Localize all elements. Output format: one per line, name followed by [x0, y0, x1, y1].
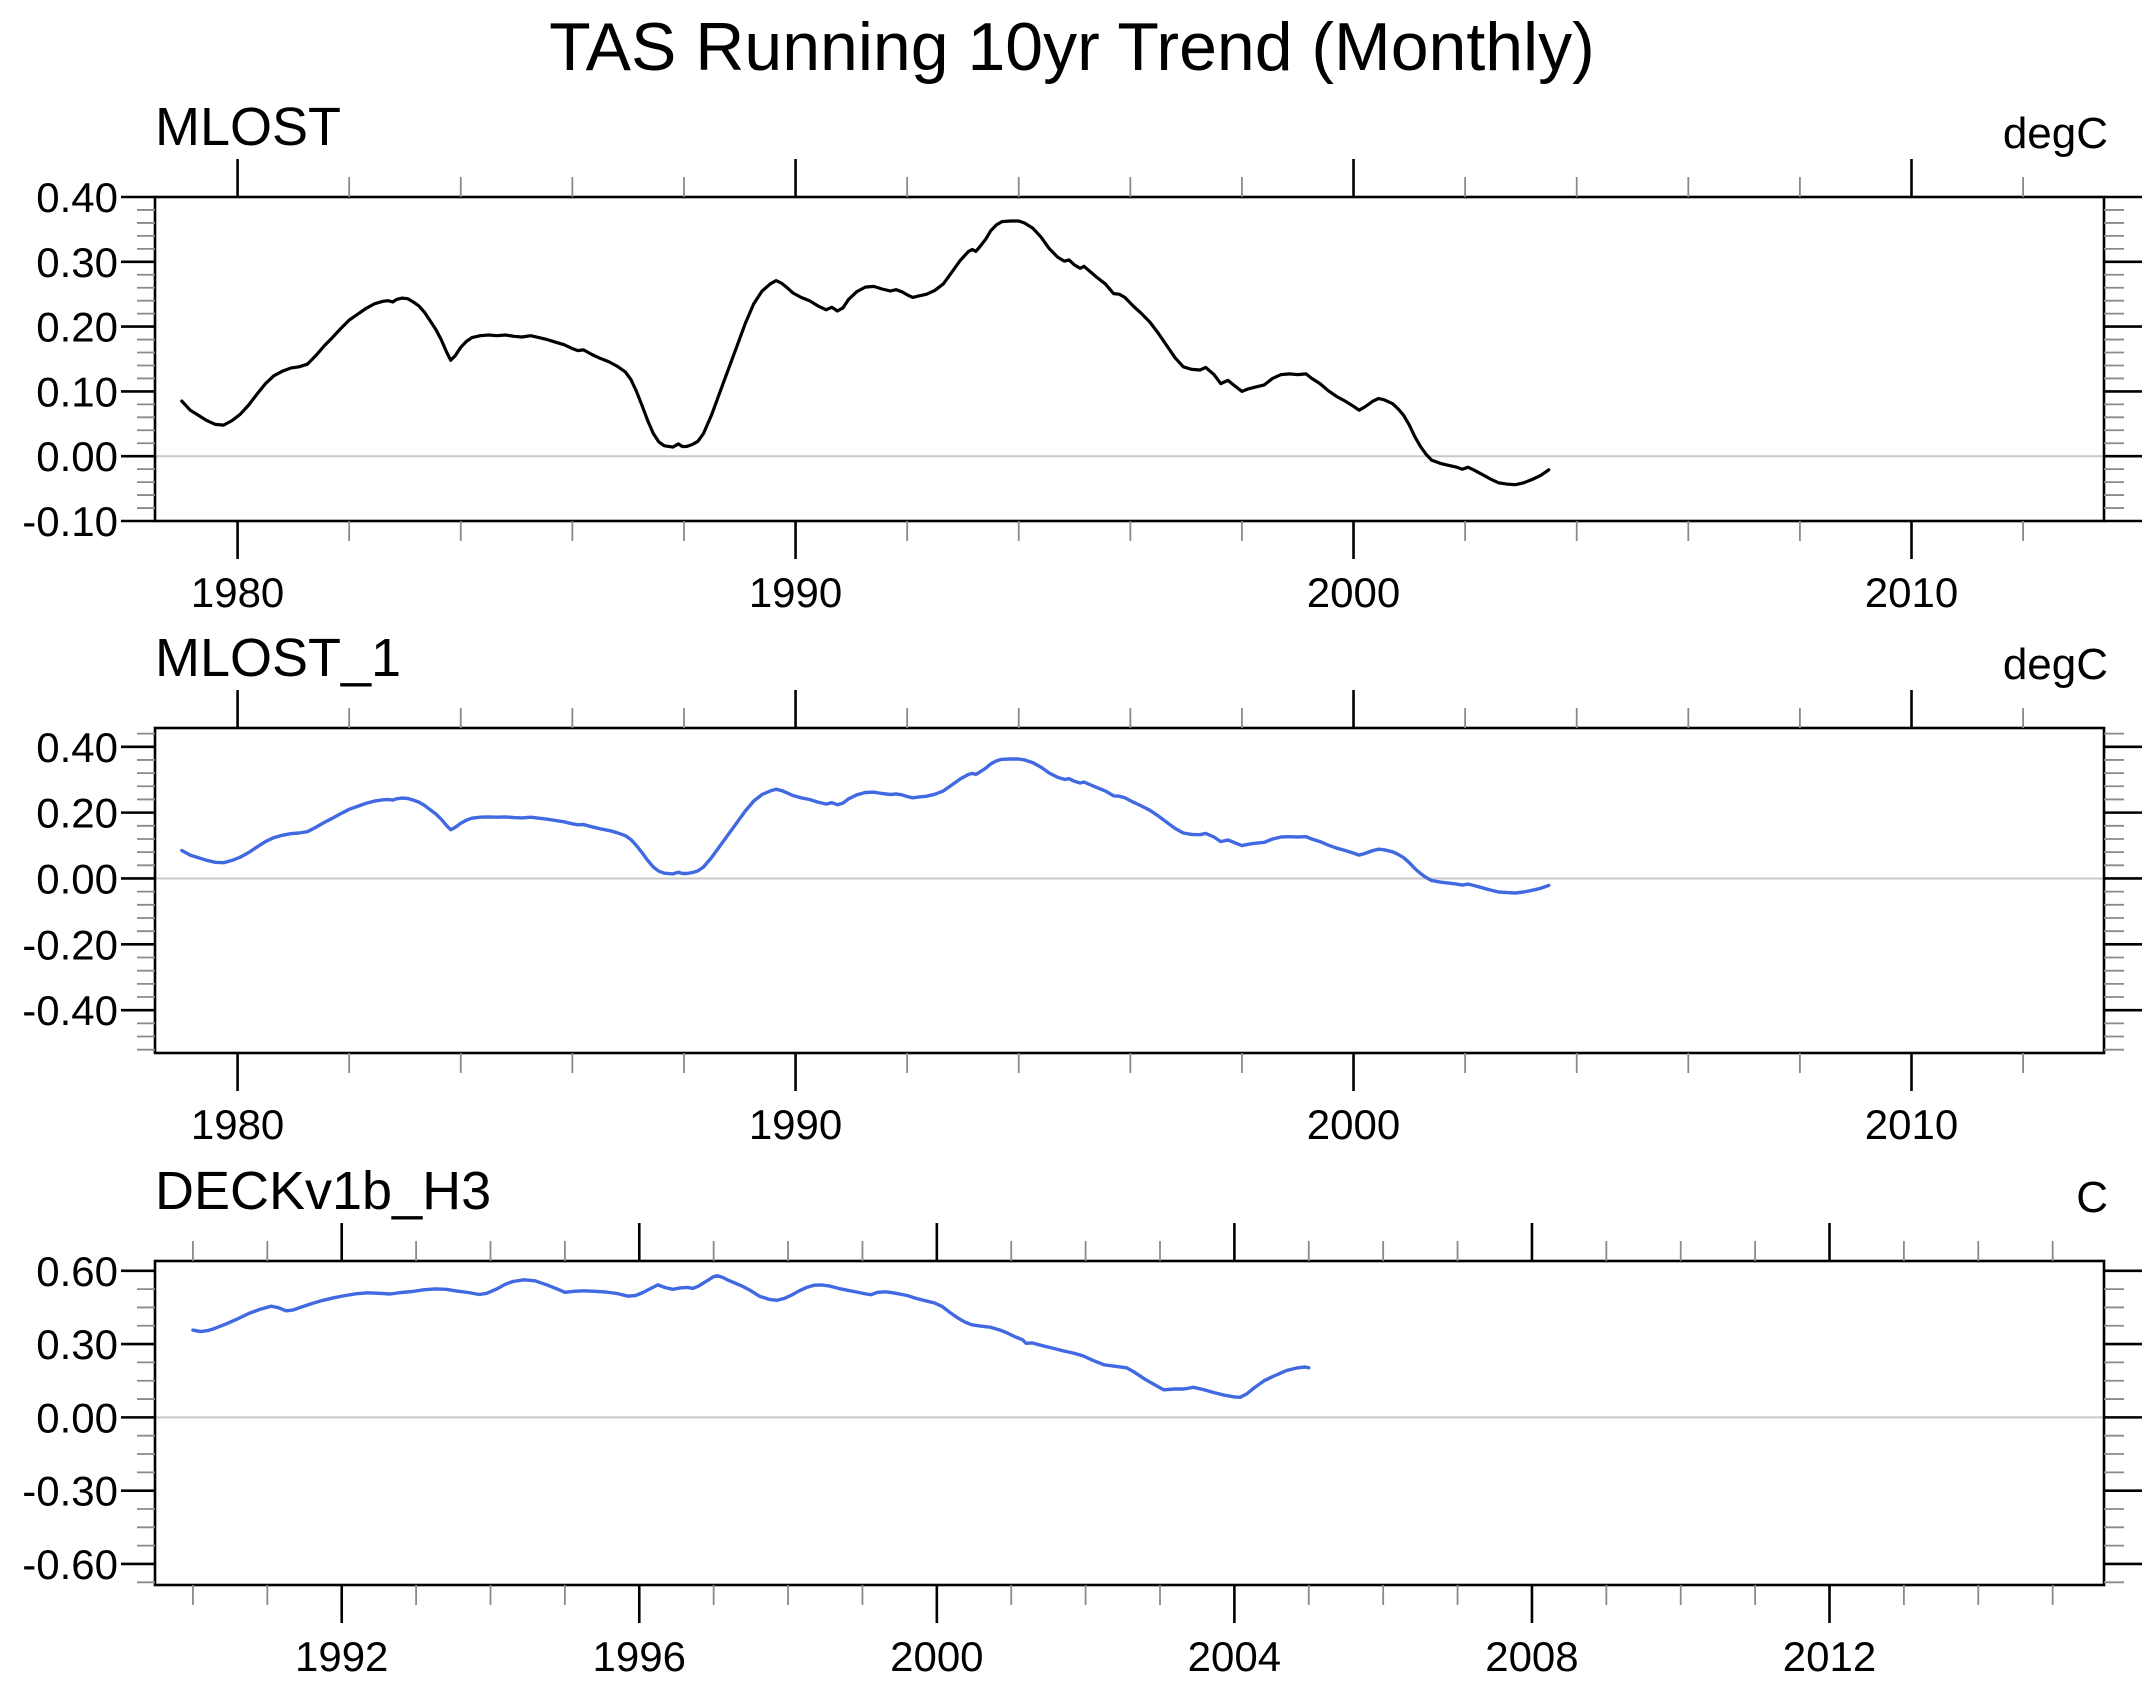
plot-frame: [153, 726, 2106, 1055]
panel-mlost_1: 1980 1990 2000 2010 0.40 0.20 0.00 -0.20 -0.40 ML…: [22, 628, 2142, 1148]
x-tick-label: 2012: [1783, 1633, 1876, 1680]
y-tick-label: -0.40: [22, 987, 118, 1034]
y-tick-label: -0.10: [22, 498, 118, 545]
y-tick-label: -0.60: [22, 1541, 118, 1588]
x-tick-label: 2000: [1307, 569, 1400, 616]
y-tick-label: 0.40: [36, 174, 118, 221]
y-tick-label: 0.60: [36, 1248, 118, 1295]
y-tick-label: 0.20: [36, 790, 118, 837]
x-tick-label: 2004: [1188, 1633, 1281, 1680]
x-tick-label: 2010: [1865, 1101, 1958, 1148]
mlost_1-series-line: [180, 757, 1551, 895]
x-tick-label: 2010: [1865, 569, 1958, 616]
panel-deckv1b_h3: 1992 1996 2000 2004 2008 2012 0.60 0.30 0.00 -0.3…: [22, 1161, 2142, 1680]
x-tick-label: 2008: [1485, 1633, 1578, 1680]
x-tick-label: 2000: [890, 1633, 983, 1680]
y-tick-label: 0.20: [36, 304, 118, 351]
y-tick-label: -0.20: [22, 921, 118, 968]
panel-title: DECKv1b_H3: [155, 1161, 491, 1221]
plot-frame: [153, 195, 2106, 523]
panel-units: degC: [2003, 640, 2108, 689]
deckv1b_h3-series-line: [191, 1273, 1311, 1400]
y-tick-label: 0.30: [36, 1321, 118, 1368]
panel-units: C: [2076, 1173, 2108, 1222]
plot-frame: [153, 1259, 2106, 1587]
x-tick-label: 1996: [593, 1633, 686, 1680]
panel-mlost: 1980 1990 2000 2010 0.40 0.30 0.20 0.10 0.00 -0.1…: [22, 97, 2142, 616]
panel-units: degC: [2003, 109, 2108, 158]
y-tick-label: 0.00: [36, 433, 118, 480]
y-tick-label: -0.30: [22, 1468, 118, 1515]
y-tick-label: 0.00: [36, 1394, 118, 1441]
chart-main-title: TAS Running 10yr Trend (Monthly): [549, 9, 1595, 85]
mlost-series-line: [180, 219, 1551, 487]
x-tick-label: 1990: [749, 569, 842, 616]
panel-title: MLOST_1: [155, 628, 401, 688]
x-tick-label: 1980: [191, 569, 284, 616]
y-tick-label: 0.00: [36, 855, 118, 902]
x-tick-label: 1990: [749, 1101, 842, 1148]
x-tick-label: 1992: [295, 1633, 388, 1680]
y-tick-label: 0.40: [36, 724, 118, 771]
x-tick-label: 1980: [191, 1101, 284, 1148]
x-tick-label: 2000: [1307, 1101, 1400, 1148]
panel-title: MLOST: [155, 97, 341, 157]
y-tick-label: 0.30: [36, 239, 118, 286]
y-tick-label: 0.10: [36, 368, 118, 415]
